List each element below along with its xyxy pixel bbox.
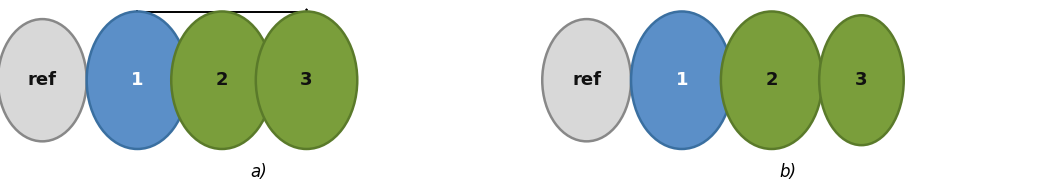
- Ellipse shape: [721, 11, 822, 149]
- Ellipse shape: [0, 19, 87, 141]
- Text: 1: 1: [131, 71, 144, 89]
- Text: a): a): [251, 163, 267, 181]
- Text: 1: 1: [675, 71, 688, 89]
- Ellipse shape: [631, 11, 733, 149]
- Text: ref: ref: [572, 71, 601, 89]
- Text: ref: ref: [27, 71, 57, 89]
- Ellipse shape: [256, 11, 357, 149]
- Ellipse shape: [542, 19, 631, 141]
- Text: 2: 2: [765, 71, 778, 89]
- Text: 3: 3: [855, 71, 868, 89]
- Ellipse shape: [171, 11, 273, 149]
- Ellipse shape: [87, 11, 188, 149]
- Text: 2: 2: [216, 71, 228, 89]
- Text: b): b): [779, 163, 796, 181]
- Ellipse shape: [819, 15, 904, 145]
- Text: 3: 3: [300, 71, 313, 89]
